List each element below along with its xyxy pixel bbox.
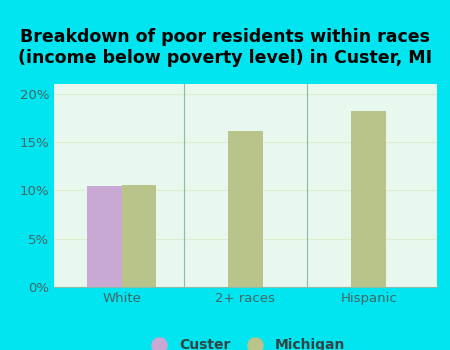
Bar — [228, 131, 262, 287]
Text: Breakdown of poor residents within races
(income below poverty level) in Custer,: Breakdown of poor residents within races… — [18, 28, 432, 67]
Bar — [87, 186, 122, 287]
Legend: Custer, Michigan: Custer, Michigan — [140, 332, 351, 350]
Bar — [351, 111, 386, 287]
Bar — [122, 184, 157, 287]
